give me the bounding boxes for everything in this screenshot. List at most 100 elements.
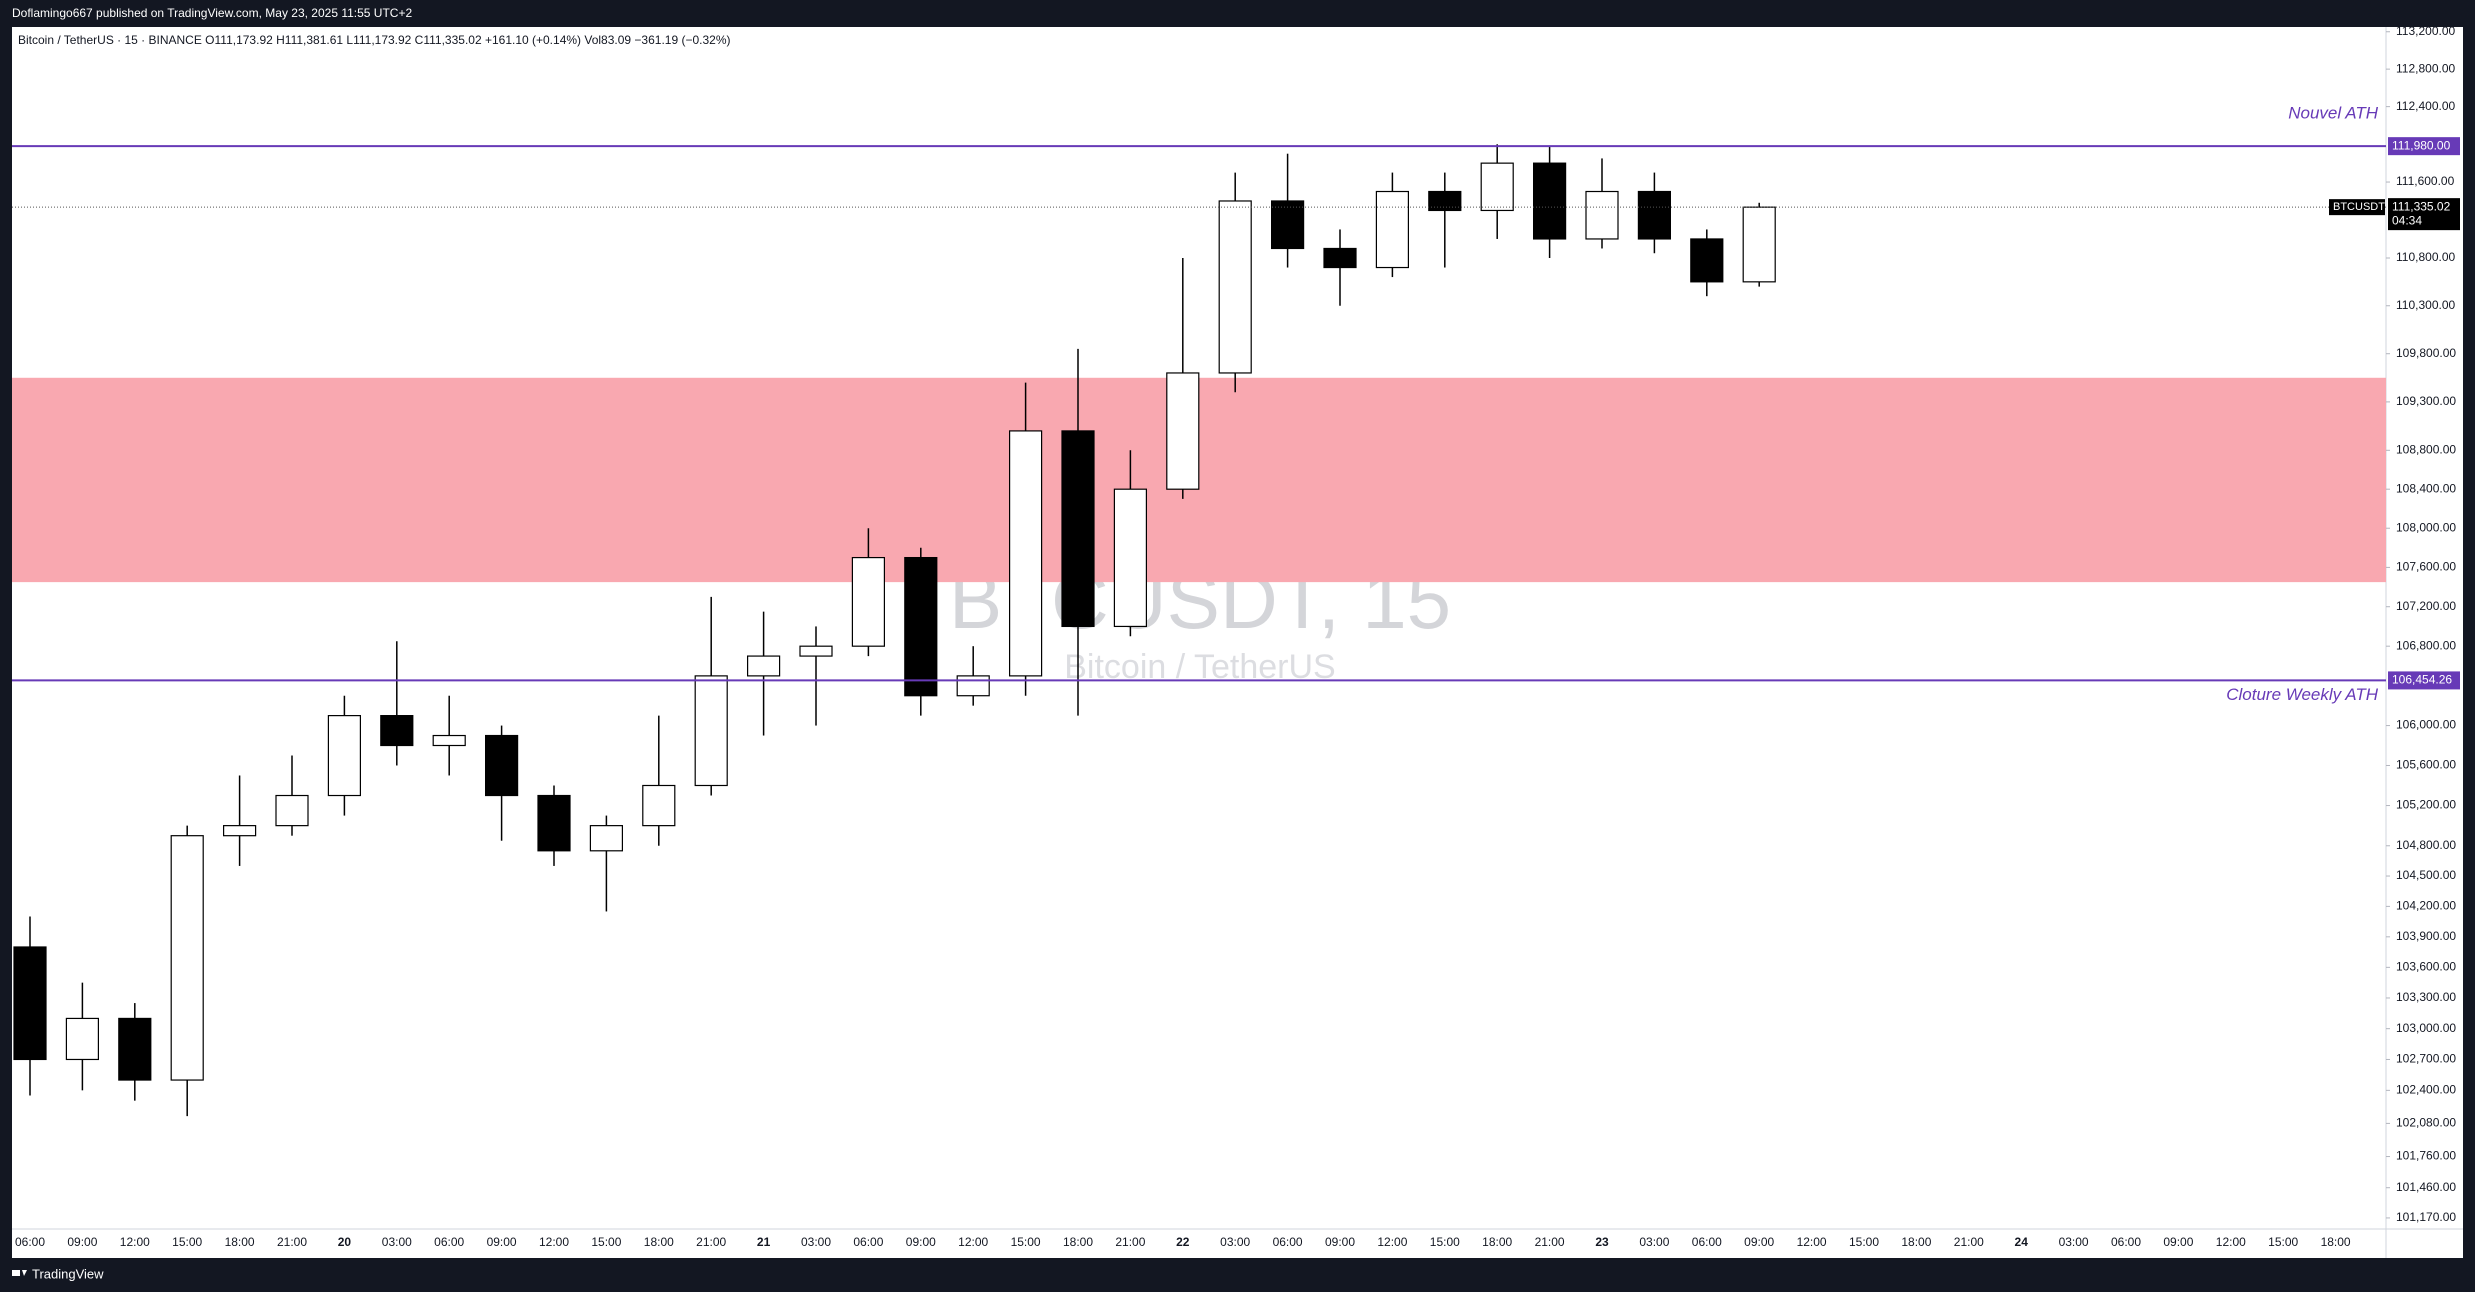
candle-body	[327, 715, 361, 797]
x-tick-label: 21:00	[1115, 1235, 1145, 1249]
y-tick-label: 101,760.00	[2396, 1149, 2456, 1163]
y-tick-label: 104,800.00	[2396, 838, 2456, 852]
candle-body	[1637, 190, 1672, 240]
published-note: Doflamingo667 published on TradingView.c…	[12, 6, 412, 20]
candle-body	[223, 825, 257, 837]
x-tick-label: 21	[757, 1235, 771, 1249]
y-tick-label: 103,000.00	[2396, 1021, 2456, 1035]
y-tick-label: 113,200.00	[2396, 24, 2455, 38]
x-tick-label: 21:00	[277, 1235, 307, 1249]
x-tick-label: 18:00	[225, 1235, 255, 1249]
x-tick-label: 12:00	[120, 1235, 150, 1249]
candle-body	[380, 715, 414, 747]
candle-body	[537, 794, 571, 852]
x-tick-label: 24	[2015, 1235, 2029, 1249]
price-badge-label: 106,454.26	[2392, 673, 2452, 687]
x-tick-label: 03:00	[1639, 1235, 1669, 1249]
x-tick-label: 18:00	[1901, 1235, 1931, 1249]
candle-body	[1008, 430, 1043, 677]
x-tick-label: 09:00	[67, 1235, 97, 1249]
x-tick-label: 18:00	[1482, 1235, 1512, 1249]
candle-body	[904, 556, 938, 697]
x-tick-label: 03:00	[801, 1235, 831, 1249]
candle-body	[1585, 190, 1619, 240]
candle-body	[1166, 372, 1200, 490]
x-tick-label: 12:00	[1797, 1235, 1827, 1249]
x-tick-label: 09:00	[2163, 1235, 2193, 1249]
x-tick-label: 06:00	[2111, 1235, 2141, 1249]
candle-body	[275, 794, 309, 827]
y-tick-label: 108,400.00	[2396, 481, 2456, 495]
y-tick-label: 102,080.00	[2396, 1116, 2456, 1130]
y-tick-label: 109,800.00	[2396, 346, 2456, 360]
y-tick-label: 104,200.00	[2396, 899, 2456, 913]
x-tick-label: 06:00	[434, 1235, 464, 1249]
y-tick-label: 103,600.00	[2396, 960, 2456, 974]
price-badge	[2388, 671, 2460, 690]
x-tick-label: 06:00	[15, 1235, 45, 1249]
candle-body	[1113, 488, 1148, 628]
symbol-badge	[2329, 199, 2385, 216]
candle-body	[432, 734, 466, 747]
x-tick-label: 12:00	[539, 1235, 569, 1249]
y-tick-label: 111,600.00	[2396, 174, 2455, 188]
y-tick-label: 110,800.00	[2396, 250, 2455, 264]
candle-body	[1690, 238, 1724, 283]
candle-body	[1323, 247, 1357, 269]
brand: TradingView	[32, 1266, 104, 1281]
candle-body	[746, 655, 781, 677]
last-price-label: 111,335.02	[2392, 199, 2451, 213]
countdown: 04:34	[2392, 213, 2422, 227]
candle-body	[65, 1017, 100, 1061]
x-tick-label: 06:00	[1692, 1235, 1722, 1249]
candle-body	[1532, 162, 1567, 240]
legend: Bitcoin / TetherUS · 15 · BINANCE O111,1…	[18, 33, 730, 47]
y-tick-label: 110,300.00	[2396, 298, 2455, 312]
price-badge-label: 111,980.00	[2392, 138, 2451, 152]
x-tick-label: 12:00	[1377, 1235, 1407, 1249]
y-tick-label: 107,600.00	[2396, 560, 2456, 574]
x-tick-label: 06:00	[853, 1235, 883, 1249]
x-tick-label: 22	[1176, 1235, 1190, 1249]
y-tick-label: 106,000.00	[2396, 718, 2456, 732]
x-tick-label: 21:00	[696, 1235, 726, 1249]
y-tick-label: 109,300.00	[2396, 394, 2456, 408]
x-tick-label: 06:00	[1273, 1235, 1303, 1249]
candle-body	[170, 835, 204, 1081]
x-tick-label: 18:00	[644, 1235, 674, 1249]
y-tick-label: 101,170.00	[2396, 1210, 2456, 1224]
x-tick-label: 09:00	[906, 1235, 936, 1249]
symbol-badge-label: BTCUSDT	[2333, 201, 2385, 213]
x-tick-label: 15:00	[591, 1235, 621, 1249]
candle-body	[799, 645, 833, 657]
x-tick-label: 03:00	[2059, 1235, 2089, 1249]
candle-body	[1742, 206, 1776, 283]
price-badge	[2388, 137, 2460, 156]
candle-body	[1218, 200, 1252, 374]
candle-body	[1270, 200, 1305, 250]
x-tick-label: 15:00	[1430, 1235, 1460, 1249]
y-tick-label: 101,460.00	[2396, 1180, 2456, 1194]
x-tick-label: 09:00	[1744, 1235, 1774, 1249]
x-tick-label: 12:00	[2216, 1235, 2246, 1249]
y-tick-label: 105,200.00	[2396, 798, 2456, 812]
candle-body	[1061, 430, 1095, 628]
candle-body	[642, 784, 676, 827]
y-tick-label: 103,300.00	[2396, 990, 2456, 1004]
x-tick-label: 18:00	[2321, 1235, 2351, 1249]
x-tick-label: 18:00	[1063, 1235, 1093, 1249]
price-line-name: Nouvel ATH	[2288, 104, 2378, 123]
candle-body	[1375, 190, 1410, 269]
x-tick-label: 23	[1595, 1235, 1609, 1249]
last-price-badge	[2388, 198, 2460, 231]
price-line-name: Cloture Weekly ATH	[2226, 685, 2379, 704]
logo	[12, 1270, 27, 1276]
x-tick-label: 15:00	[1011, 1235, 1041, 1249]
candle-body	[485, 734, 519, 797]
y-tick-label: 108,000.00	[2396, 520, 2456, 534]
y-tick-label: 107,200.00	[2396, 599, 2456, 613]
x-tick-label: 21:00	[1535, 1235, 1565, 1249]
plot	[12, 144, 2386, 1117]
